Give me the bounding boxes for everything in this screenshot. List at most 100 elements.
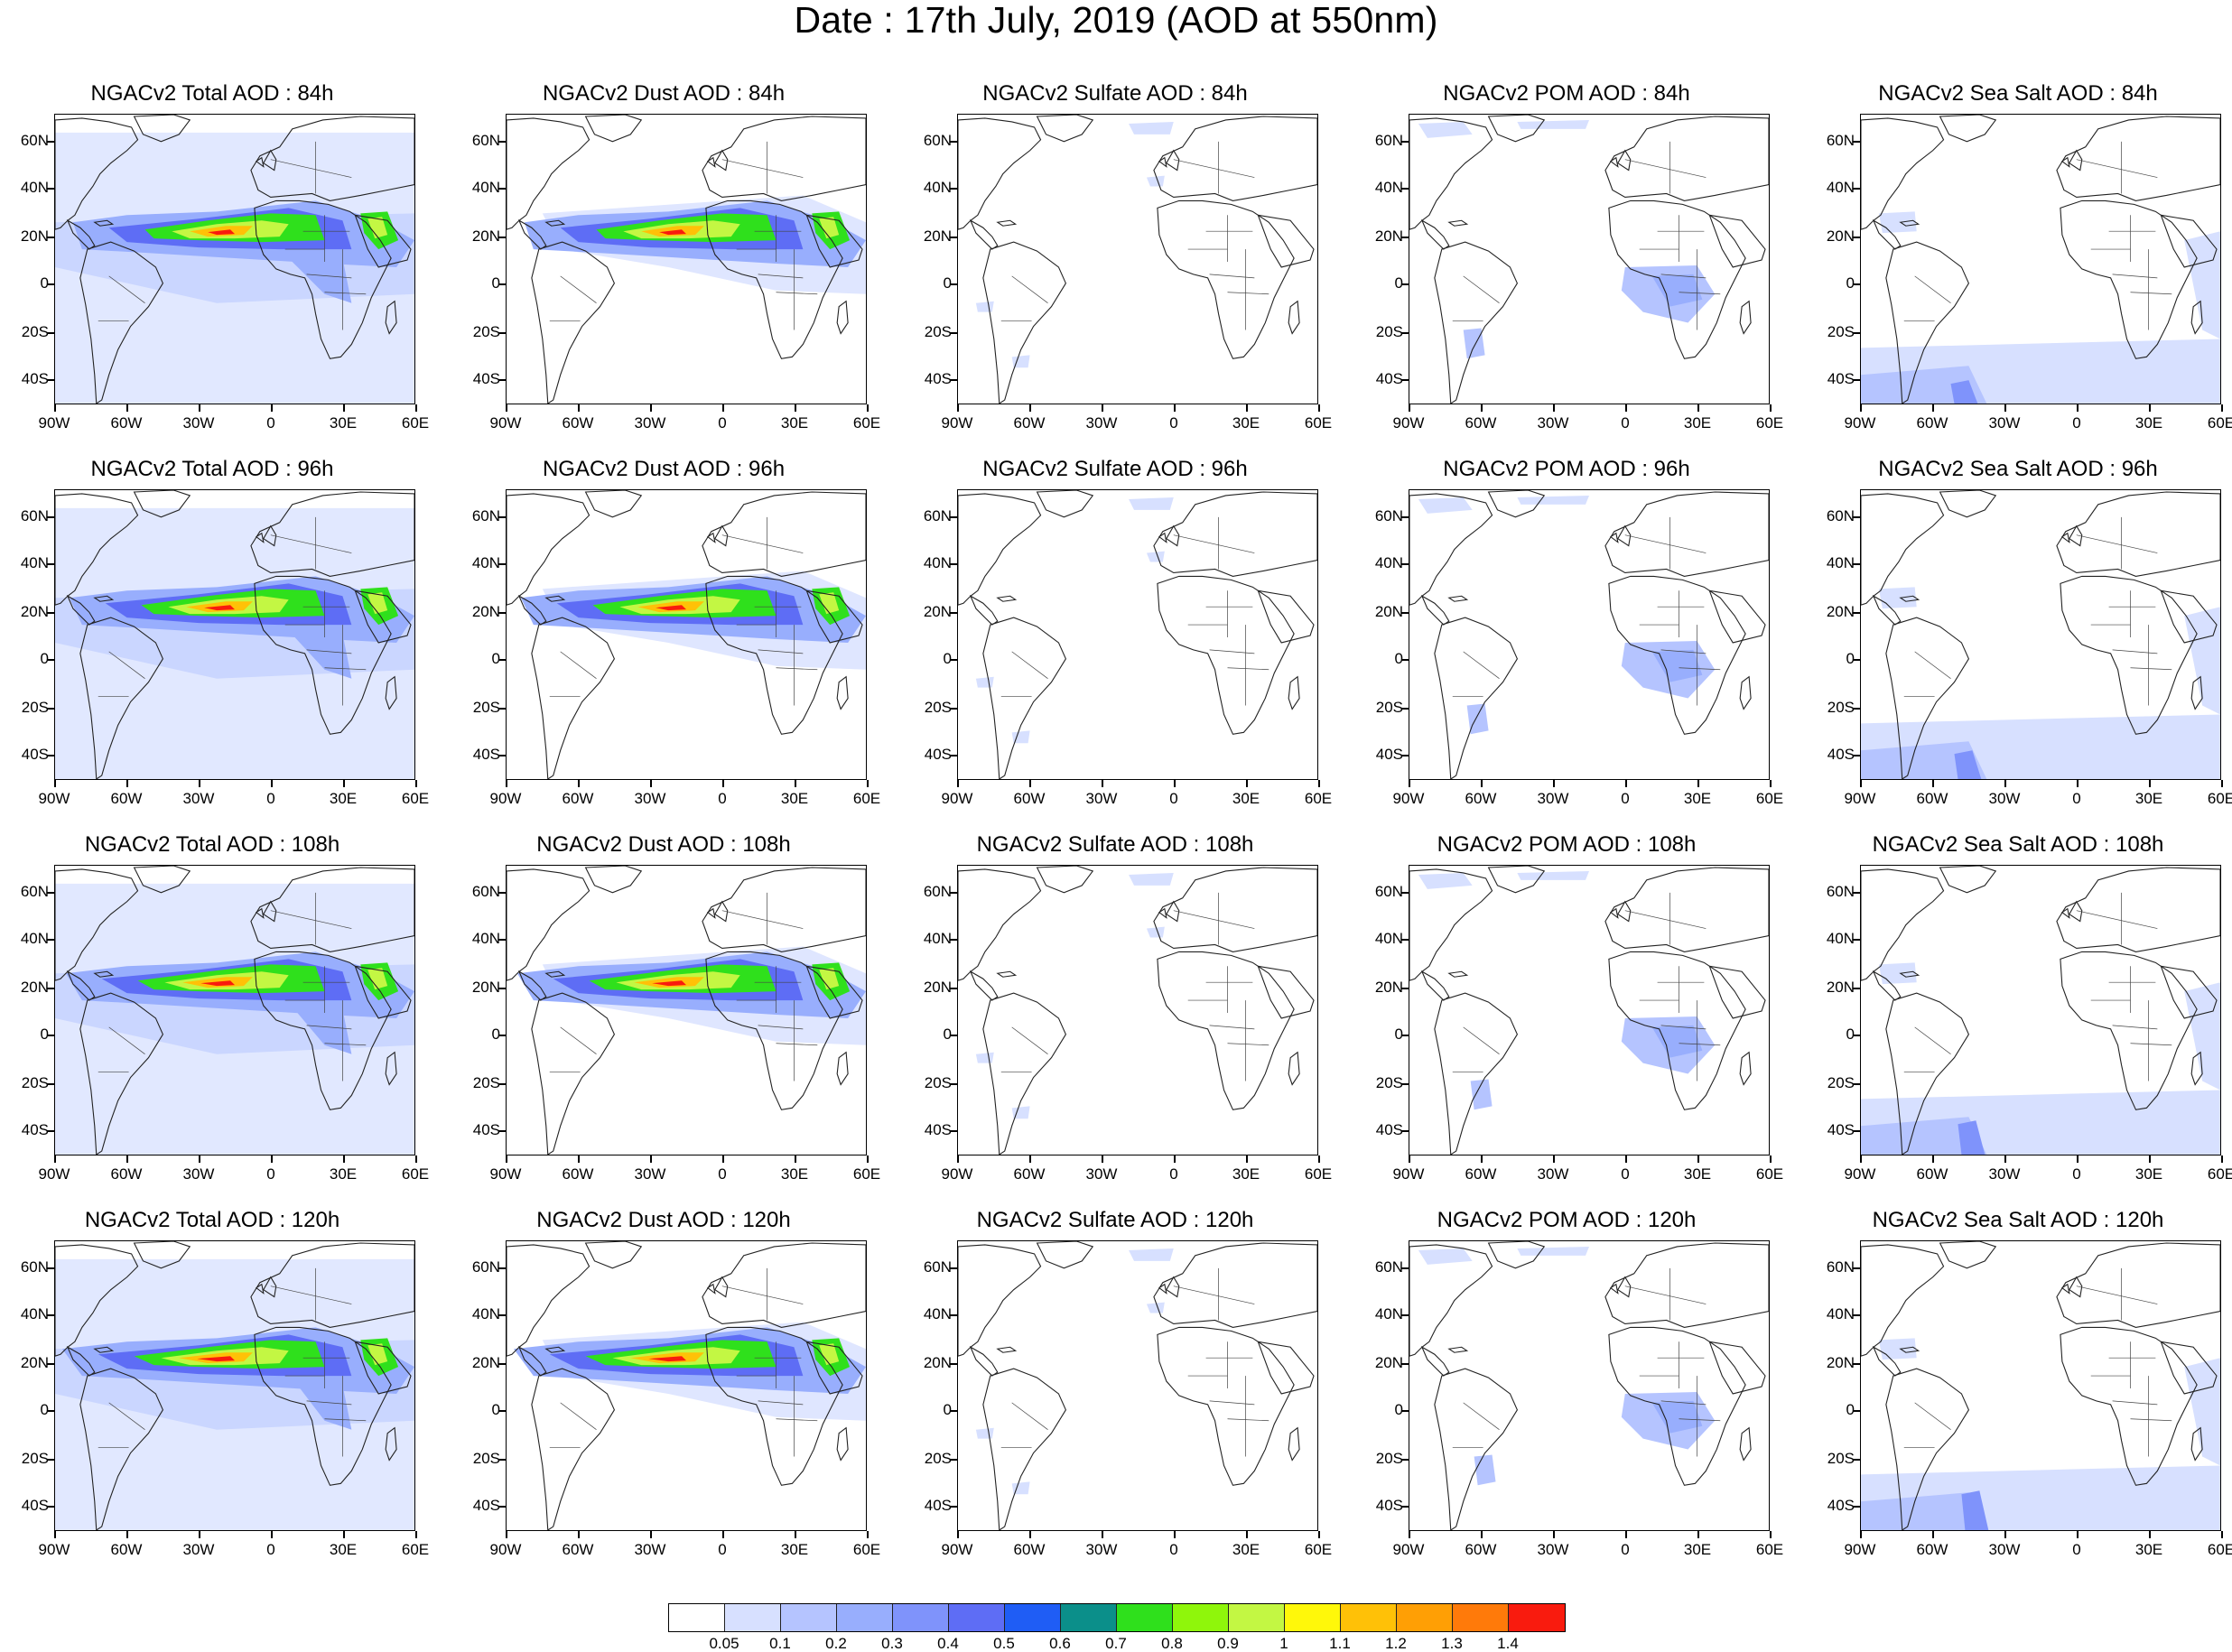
x-axis-label: 0 [718, 790, 727, 807]
coastline [531, 617, 616, 779]
y-tick [950, 939, 957, 941]
x-axis-label: 60E [1755, 1165, 1784, 1183]
x-tick [415, 404, 417, 412]
coastline [584, 115, 643, 143]
coastline [1939, 866, 1997, 894]
y-axis-label: 40N [1826, 179, 1855, 196]
coastline [1899, 1346, 1920, 1353]
coastline [2190, 300, 2203, 335]
y-tick [47, 659, 54, 661]
map-panel: NGACv2 Sulfate AOD : 120h 60N 40N 20N 0 20S 40… [903, 1208, 1332, 1569]
coastline [1288, 300, 1300, 335]
coastline [1885, 992, 1970, 1155]
colorbar-label: 0.5 [993, 1635, 1015, 1652]
y-tick [1401, 988, 1409, 989]
x-axis-label: 30W [1537, 1541, 1569, 1558]
coastline [1939, 1241, 1997, 1269]
coastline [1447, 1346, 1469, 1353]
y-tick [1853, 1130, 1860, 1132]
x-tick [1409, 780, 1410, 787]
panel-title: NGACv2 Sea Salt AOD : 96h [1878, 457, 2158, 481]
coastline [714, 1276, 729, 1298]
x-tick [1174, 1155, 1176, 1163]
x-tick [1860, 1155, 1862, 1163]
y-axis-label: 40N [1826, 1305, 1855, 1323]
y-axis-label: 40N [20, 930, 49, 947]
coastline [714, 900, 729, 923]
y-axis-label: 0 [491, 1026, 500, 1043]
coastline [1153, 491, 1317, 577]
aod-shading [2184, 231, 2220, 339]
country-borders [1903, 141, 2172, 330]
country-borders [1000, 1267, 1269, 1457]
colorbar [668, 1603, 1566, 1632]
y-axis-label: 20S [472, 1450, 500, 1467]
x-axis-label: 60W [110, 414, 143, 432]
x-tick [1318, 404, 1320, 412]
y-tick [47, 1035, 54, 1036]
coastline [996, 595, 1018, 602]
y-axis-label: 20N [20, 227, 49, 245]
x-axis-label: 0 [718, 1541, 727, 1558]
x-axis-label: 60W [1013, 1165, 1046, 1183]
coastline [1899, 970, 1920, 978]
x-axis-label: 0 [718, 414, 727, 432]
x-axis-label: 0 [1621, 414, 1630, 432]
x-axis-label: 0 [1621, 1165, 1630, 1183]
x-tick [343, 1531, 345, 1538]
y-axis-label: 20S [1375, 699, 1403, 716]
y-tick [950, 516, 957, 518]
coastline [1739, 675, 1752, 710]
coastline [1609, 532, 1619, 543]
coastline [1708, 965, 1766, 1019]
coastline [1158, 1283, 1167, 1295]
x-tick [199, 404, 200, 412]
y-tick [950, 1506, 957, 1508]
y-axis-label: 20N [1374, 227, 1403, 245]
coastline [1608, 575, 1746, 735]
y-tick [1401, 659, 1409, 661]
y-tick [950, 1083, 957, 1085]
coastline [531, 1368, 616, 1530]
y-tick [1401, 332, 1409, 334]
x-tick [795, 780, 796, 787]
panel-title: NGACv2 Dust AOD : 96h [542, 457, 786, 481]
colorbar-label: 0.8 [1161, 1635, 1183, 1652]
coastline [1739, 300, 1752, 335]
coastline [250, 116, 414, 201]
x-axis-label: 0 [266, 790, 275, 807]
y-tick [498, 1267, 506, 1269]
x-axis-label: 60W [110, 1165, 143, 1183]
y-tick [47, 1267, 54, 1269]
y-axis-label: 40N [471, 1305, 500, 1323]
y-tick [1853, 755, 1860, 756]
map-panel: NGACv2 Dust AOD : 120h 60N 40N 20N 0 20S 40S 90… [451, 1208, 880, 1569]
x-axis-label: 60E [1304, 1541, 1333, 1558]
y-tick [1853, 563, 1860, 565]
coastline [1608, 951, 1746, 1110]
x-axis-label: 30E [1232, 1541, 1260, 1558]
coastline [1885, 617, 1970, 779]
x-tick [1318, 1155, 1320, 1163]
aod-shading [1011, 1481, 1030, 1495]
coastline [996, 970, 1018, 978]
x-axis-label: 90W [1392, 414, 1425, 432]
y-axis-label: 20N [20, 603, 49, 620]
y-axis-label: 40N [923, 1305, 952, 1323]
coastline [584, 1241, 643, 1269]
y-tick [47, 1363, 54, 1365]
y-axis-label: 60N [1826, 1258, 1855, 1276]
panel-title: NGACv2 POM AOD : 120h [1437, 1208, 1697, 1232]
y-axis-label: 20N [471, 603, 500, 620]
x-axis-label: 30W [634, 1165, 666, 1183]
x-axis-label: 0 [1169, 1165, 1178, 1183]
y-axis-label: 20S [21, 699, 49, 716]
x-tick [2004, 1531, 2006, 1538]
x-axis-label: 90W [1844, 790, 1876, 807]
y-tick [1853, 988, 1860, 989]
x-axis-label: 60W [1916, 414, 1948, 432]
aod-map [506, 114, 867, 404]
y-tick [1401, 1506, 1409, 1508]
y-tick [498, 1083, 506, 1085]
x-tick [506, 1155, 507, 1163]
